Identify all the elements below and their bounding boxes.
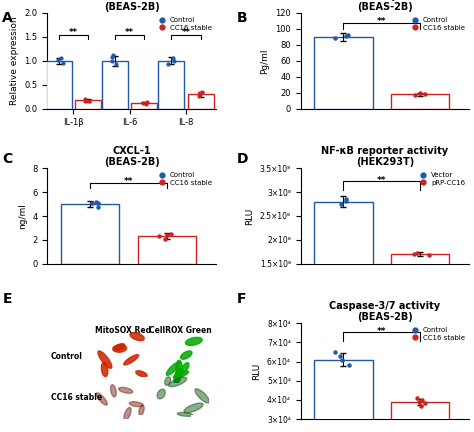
Ellipse shape bbox=[110, 384, 116, 397]
Ellipse shape bbox=[118, 388, 133, 393]
Y-axis label: RLU: RLU bbox=[245, 207, 254, 225]
Title: IL-1β
(BEAS-2B): IL-1β (BEAS-2B) bbox=[357, 0, 413, 12]
Ellipse shape bbox=[124, 407, 131, 420]
Ellipse shape bbox=[101, 362, 108, 377]
Y-axis label: RLU: RLU bbox=[252, 362, 261, 380]
Ellipse shape bbox=[185, 337, 202, 346]
Ellipse shape bbox=[114, 344, 125, 350]
Bar bbox=[46, 61, 72, 109]
Ellipse shape bbox=[136, 371, 147, 377]
Bar bbox=[61, 204, 119, 264]
Ellipse shape bbox=[182, 362, 189, 373]
Ellipse shape bbox=[173, 371, 189, 378]
Bar bbox=[314, 360, 373, 432]
Legend: Control, CC16 stable: Control, CC16 stable bbox=[154, 172, 213, 186]
Text: CellROX Green: CellROX Green bbox=[149, 326, 212, 335]
Title: NF-κB reporter activity
(HEK293T): NF-κB reporter activity (HEK293T) bbox=[321, 146, 448, 167]
Ellipse shape bbox=[98, 351, 112, 368]
Bar bbox=[188, 94, 214, 109]
Ellipse shape bbox=[124, 355, 138, 365]
Text: B: B bbox=[237, 11, 247, 25]
Text: **: ** bbox=[125, 28, 134, 37]
Ellipse shape bbox=[164, 377, 171, 385]
Ellipse shape bbox=[166, 362, 180, 375]
Bar bbox=[314, 37, 373, 109]
Bar bbox=[138, 236, 196, 264]
Title: Caspase-3/7 activity
(BEAS-2B): Caspase-3/7 activity (BEAS-2B) bbox=[329, 301, 440, 323]
Y-axis label: Relative expression: Relative expression bbox=[10, 16, 19, 105]
Text: D: D bbox=[237, 152, 248, 166]
Text: F: F bbox=[237, 292, 246, 305]
Text: A: A bbox=[2, 11, 13, 25]
Text: E: E bbox=[2, 292, 12, 305]
Bar bbox=[131, 102, 157, 109]
Bar bbox=[391, 402, 449, 432]
Bar bbox=[391, 94, 449, 109]
Ellipse shape bbox=[184, 403, 203, 413]
Text: **: ** bbox=[377, 17, 387, 26]
Bar bbox=[102, 61, 128, 109]
Text: **: ** bbox=[377, 327, 387, 336]
Legend: Vector, pRP-CC16: Vector, pRP-CC16 bbox=[415, 172, 466, 186]
Text: MitoSOX Red: MitoSOX Red bbox=[95, 326, 151, 335]
Y-axis label: Pg/ml: Pg/ml bbox=[261, 48, 270, 73]
Text: Control: Control bbox=[51, 352, 82, 361]
Ellipse shape bbox=[177, 413, 193, 416]
Text: C: C bbox=[2, 152, 13, 166]
Ellipse shape bbox=[130, 333, 144, 341]
Bar bbox=[391, 254, 449, 336]
Ellipse shape bbox=[176, 360, 182, 378]
Legend: Control, CC16 stable: Control, CC16 stable bbox=[407, 327, 466, 342]
Text: **: ** bbox=[69, 28, 78, 37]
Bar bbox=[158, 61, 184, 109]
Y-axis label: ng/ml: ng/ml bbox=[18, 203, 27, 229]
Legend: Control, CC16 stable: Control, CC16 stable bbox=[407, 16, 466, 31]
Text: **: ** bbox=[182, 28, 191, 37]
Ellipse shape bbox=[174, 368, 182, 384]
Bar bbox=[314, 202, 373, 336]
Ellipse shape bbox=[129, 402, 143, 407]
Ellipse shape bbox=[157, 389, 165, 399]
Ellipse shape bbox=[169, 377, 187, 387]
Ellipse shape bbox=[139, 405, 144, 416]
Ellipse shape bbox=[195, 389, 210, 403]
Legend: Control, CC16 stable: Control, CC16 stable bbox=[154, 16, 213, 31]
Ellipse shape bbox=[181, 351, 192, 359]
Title: CXCL-1
(BEAS-2B): CXCL-1 (BEAS-2B) bbox=[104, 146, 160, 167]
Ellipse shape bbox=[96, 393, 107, 405]
Text: **: ** bbox=[124, 177, 134, 186]
Bar bbox=[75, 100, 101, 109]
Text: CC16 stable: CC16 stable bbox=[51, 393, 102, 402]
Text: **: ** bbox=[377, 176, 387, 185]
Title: Inflammation markers
(BEAS-2B): Inflammation markers (BEAS-2B) bbox=[71, 0, 192, 12]
Ellipse shape bbox=[113, 345, 127, 352]
